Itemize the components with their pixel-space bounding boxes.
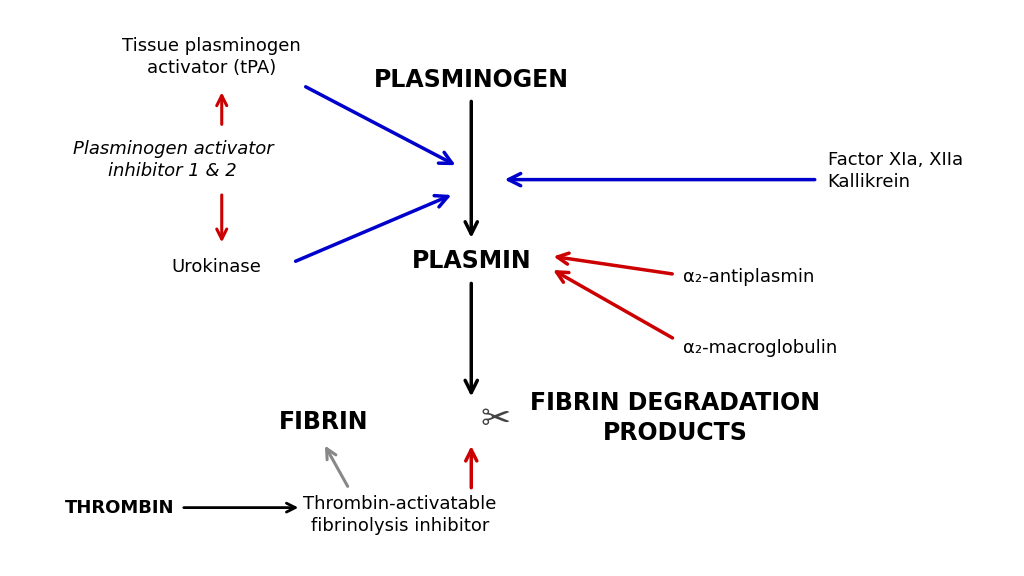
Text: THROMBIN: THROMBIN	[66, 499, 175, 517]
Text: Tissue plasminogen
activator (tPA): Tissue plasminogen activator (tPA)	[122, 37, 301, 77]
Text: Factor XIa, XIIa
Kallikrein: Factor XIa, XIIa Kallikrein	[827, 151, 963, 191]
Text: PLASMIN: PLASMIN	[412, 249, 531, 272]
Text: Urokinase: Urokinase	[172, 259, 261, 276]
Text: PLASMINOGEN: PLASMINOGEN	[374, 68, 568, 92]
Text: Thrombin-activatable
fibrinolysis inhibitor: Thrombin-activatable fibrinolysis inhibi…	[303, 495, 497, 535]
Text: α₂-macroglobulin: α₂-macroglobulin	[683, 339, 838, 357]
Text: α₂-antiplasmin: α₂-antiplasmin	[683, 268, 814, 286]
Text: ✂: ✂	[480, 403, 511, 437]
Text: FIBRIN: FIBRIN	[279, 410, 369, 434]
Text: FIBRIN DEGRADATION
PRODUCTS: FIBRIN DEGRADATION PRODUCTS	[530, 391, 820, 445]
Text: Plasminogen activator
inhibitor 1 & 2: Plasminogen activator inhibitor 1 & 2	[73, 139, 273, 180]
